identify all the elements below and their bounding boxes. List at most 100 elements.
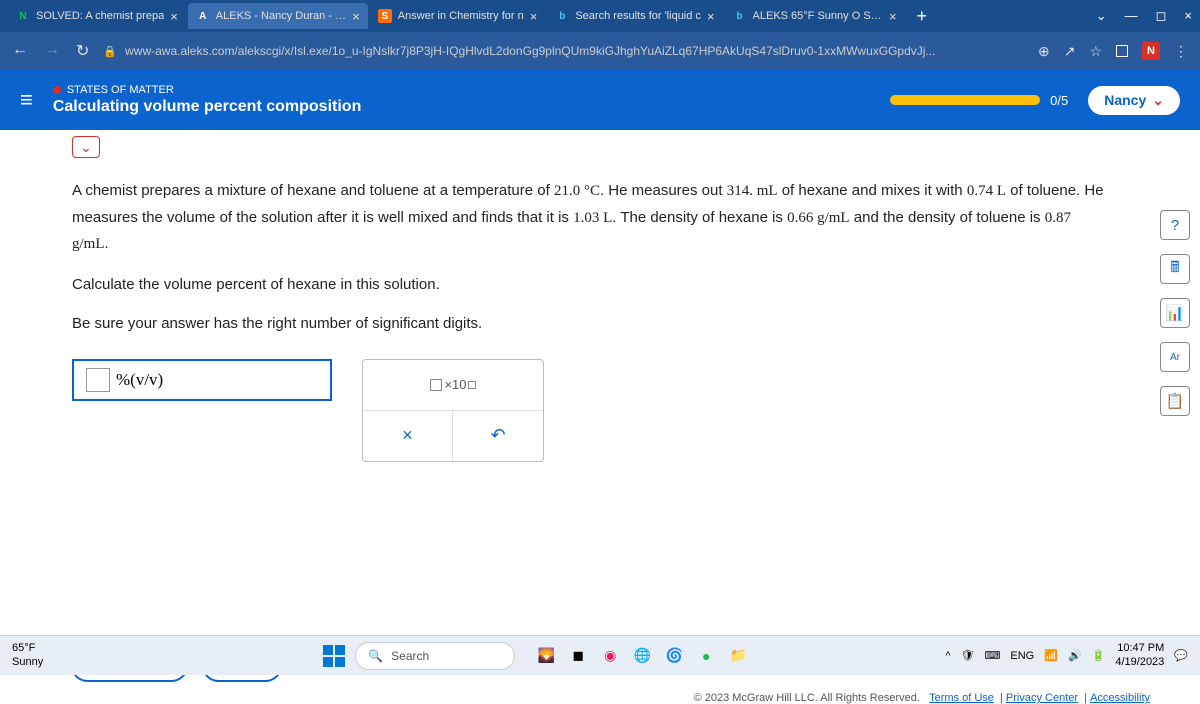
temp-value: 65°F — [12, 642, 43, 655]
date-value: 4/19/2023 — [1115, 656, 1164, 669]
chrome-icon[interactable]: 🌐 — [629, 643, 655, 669]
menu-icon[interactable]: ⋮ — [1174, 43, 1188, 60]
menu-icon[interactable]: ≡ — [20, 87, 33, 113]
address-bar[interactable]: 🔒 www-awa.aleks.com/alekscgi/x/Isl.exe/1… — [103, 44, 1024, 58]
clock[interactable]: 10:47 PM 4/19/2023 — [1115, 642, 1164, 668]
extension-badge[interactable]: N — [1142, 42, 1160, 60]
topic-category: STATES OF MATTER — [53, 84, 870, 96]
privacy-link[interactable]: Privacy Center — [1006, 692, 1078, 704]
periodic-table-button[interactable]: Ar — [1160, 342, 1190, 372]
tab-close-icon[interactable]: × — [707, 9, 715, 24]
weather-widget[interactable]: 65°F Sunny — [12, 642, 43, 668]
tab-close-icon[interactable]: × — [889, 9, 897, 24]
user-menu[interactable]: Nancy ⌄ — [1088, 86, 1180, 115]
chevron-down-icon[interactable]: ⌄ — [1096, 8, 1107, 24]
progress-text: 0/5 — [1050, 93, 1068, 108]
tool-sidebar: ? 🖩 📊 Ar 📋 — [1150, 130, 1200, 635]
tab-title: Answer in Chemistry for n — [398, 10, 524, 22]
tab-close-icon[interactable]: × — [352, 9, 360, 24]
label: ×10 — [444, 377, 466, 392]
zoom-icon[interactable]: ⊕ — [1038, 43, 1050, 60]
keyboard-icon[interactable]: ⌨ — [985, 649, 1001, 662]
minimize-icon[interactable]: — — [1125, 8, 1138, 24]
user-name: Nancy — [1104, 92, 1146, 108]
tab-favicon: b — [555, 9, 569, 23]
expand-toggle[interactable]: ⌄ — [72, 136, 100, 158]
undo-icon: ↶ — [490, 425, 505, 446]
system-tray: ^ 🛡 ⌨ ENG 📶 🔊 🔋 10:47 PM 4/19/2023 💬 — [945, 642, 1188, 668]
condition-value: Sunny — [12, 656, 43, 669]
browser-tab-strip: N SOLVED: A chemist prepa × A ALEKS - Na… — [0, 0, 1200, 32]
data-button[interactable]: 📊 — [1160, 298, 1190, 328]
reference-button[interactable]: 📋 — [1160, 386, 1190, 416]
browser-tab[interactable]: A ALEKS - Nancy Duran - Le × — [188, 3, 368, 29]
back-icon[interactable]: ← — [12, 41, 28, 61]
windows-taskbar: 65°F Sunny 🔍 Search 🌄 ◼ ◉ 🌐 🌀 ● 📁 ^ 🛡 ⌨ … — [0, 635, 1200, 675]
browser-tab[interactable]: S Answer in Chemistry for n × — [370, 3, 546, 29]
start-button[interactable] — [323, 645, 345, 667]
value: 21.0 °C — [554, 183, 600, 199]
reload-icon[interactable]: ↻ — [76, 41, 89, 61]
app-icon[interactable]: ◉ — [597, 643, 623, 669]
volume-icon[interactable]: 🔊 — [1068, 649, 1082, 662]
value: 1.03 L — [573, 210, 612, 226]
tab-title: ALEKS 65°F Sunny O STAT — [753, 10, 883, 22]
app-icon[interactable]: ◼ — [565, 643, 591, 669]
explorer-icon[interactable]: 📁 — [725, 643, 751, 669]
spotify-icon[interactable]: ● — [693, 643, 719, 669]
tab-favicon: A — [196, 9, 210, 23]
accessibility-link[interactable]: Accessibility — [1090, 692, 1150, 704]
battery-icon[interactable]: 🔋 — [1092, 649, 1106, 662]
clear-icon: × — [402, 425, 413, 446]
chevron-down-icon: ⌄ — [1152, 92, 1164, 109]
unit-label: %(v/v) — [116, 370, 163, 390]
footer-copyright: © 2023 McGraw Hill LLC. All Rights Reser… — [0, 686, 1200, 704]
edge-icon[interactable]: 🌀 — [661, 643, 687, 669]
text: . He measures out — [600, 182, 727, 199]
answer-input-box[interactable]: %(v/v) — [72, 359, 332, 401]
tab-favicon: b — [733, 9, 747, 23]
browser-tab[interactable]: N SOLVED: A chemist prepa × — [8, 3, 186, 29]
browser-tab[interactable]: b ALEKS 65°F Sunny O STAT × — [725, 3, 905, 29]
new-tab-button[interactable]: + — [907, 6, 938, 27]
topic-title: Calculating volume percent composition — [53, 98, 870, 116]
star-icon[interactable]: ☆ — [1089, 43, 1102, 60]
tab-title: Search results for 'liquid c — [575, 10, 701, 22]
search-icon: 🔍 — [368, 649, 383, 663]
tab-close-icon[interactable]: × — [170, 9, 178, 24]
tab-title: ALEKS - Nancy Duran - Le — [216, 10, 346, 22]
tab-favicon: N — [16, 9, 30, 23]
language-indicator[interactable]: ENG — [1010, 650, 1034, 662]
app-header: ≡ STATES OF MATTER Calculating volume pe… — [0, 70, 1200, 130]
answer-input[interactable] — [86, 368, 110, 392]
url-bar: ← → ↻ 🔒 www-awa.aleks.com/alekscgi/x/Isl… — [0, 32, 1200, 70]
text: A chemist prepares a mixture of hexane a… — [72, 182, 554, 199]
tab-close-icon[interactable]: × — [530, 9, 538, 24]
url-text: www-awa.aleks.com/alekscgi/x/Isl.exe/1o_… — [125, 44, 935, 58]
stop-icon[interactable] — [1116, 45, 1128, 57]
share-icon[interactable]: ↗ — [1064, 43, 1076, 60]
sci-notation-button[interactable]: ×10 — [363, 360, 543, 410]
chevron-up-icon[interactable]: ^ — [945, 650, 950, 662]
instruction: Be sure your answer has the right number… — [72, 311, 1110, 337]
calculator-button[interactable]: 🖩 — [1160, 254, 1190, 284]
security-icon[interactable]: 🛡 — [961, 649, 975, 662]
text: of hexane and mixes it with — [778, 182, 967, 199]
clear-button[interactable]: × — [363, 411, 453, 461]
wifi-icon[interactable]: 📶 — [1044, 649, 1058, 662]
forward-icon[interactable]: → — [44, 41, 60, 61]
close-icon[interactable]: × — [1184, 8, 1192, 24]
browser-tab[interactable]: b Search results for 'liquid c × — [547, 3, 722, 29]
maximize-icon[interactable]: ◻ — [1156, 8, 1167, 24]
topic-text: STATES OF MATTER — [67, 84, 174, 96]
search-placeholder: Search — [391, 649, 429, 663]
terms-link[interactable]: Terms of Use — [929, 692, 994, 704]
notifications-icon[interactable]: 💬 — [1174, 649, 1188, 662]
app-icon[interactable]: 🌄 — [533, 643, 559, 669]
undo-button[interactable]: ↶ — [453, 411, 543, 461]
text: and the density of toluene is — [850, 209, 1045, 226]
value: 0.74 L — [967, 183, 1006, 199]
taskbar-search[interactable]: 🔍 Search — [355, 642, 515, 670]
problem-statement: A chemist prepares a mixture of hexane a… — [72, 178, 1110, 337]
help-button[interactable]: ? — [1160, 210, 1190, 240]
